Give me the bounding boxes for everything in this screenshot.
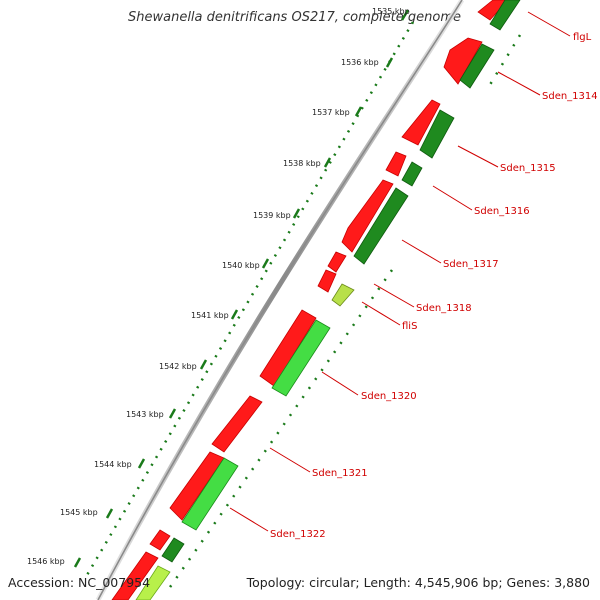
cds-feature-red-6[interactable] xyxy=(327,251,347,273)
cds-feature-lightgreen-3[interactable] xyxy=(135,565,171,600)
gene-label-text: Sden_1322 xyxy=(270,529,326,540)
gene-label-text: Sden_1314 xyxy=(542,91,598,102)
cds-feature-red-1[interactable] xyxy=(477,0,509,21)
gene-label-text: Sden_1317 xyxy=(443,259,499,270)
gene-label-text: Sden_1316 xyxy=(474,206,530,217)
ruler-label: 1546 kbp xyxy=(27,557,65,566)
topology-summary: Topology: circular; Length: 4,545,906 bp… xyxy=(246,575,590,590)
gene-label-text: Sden_1320 xyxy=(361,391,417,402)
ruler-label: 1538 kbp xyxy=(283,159,321,168)
gene-label-text: Sden_1315 xyxy=(500,163,556,174)
cds-feature-green-3[interactable] xyxy=(419,109,455,159)
ruler-tick-1540: 1540 kbp xyxy=(222,258,270,270)
ruler-tick-1544: 1544 kbp xyxy=(94,458,146,469)
ruler-tick-1539: 1539 kbp xyxy=(253,208,301,220)
cds-feature-red-10[interactable] xyxy=(169,451,225,521)
ruler-tick-1536: 1536 kbp xyxy=(341,57,394,68)
ruler-tick-1542: 1542 kbp xyxy=(159,359,208,371)
ruler-label: 1543 kbp xyxy=(126,410,164,419)
ruler-label: 1537 kbp xyxy=(312,108,350,117)
ruler-tick-1538: 1538 kbp xyxy=(283,157,332,168)
ruler-tick-1537: 1537 kbp xyxy=(312,106,363,117)
cds-feature-red-7[interactable] xyxy=(317,269,337,293)
gene-label-text: fliS xyxy=(402,321,417,332)
cds-feature-red-2[interactable] xyxy=(443,37,483,85)
cds-feature-red-9[interactable] xyxy=(211,395,263,453)
ruler-label: 1535 kbp xyxy=(372,7,410,16)
gene-label-sden-1322[interactable]: Sden_1322 xyxy=(229,507,326,540)
ruler-tick-1541: 1541 kbp xyxy=(191,309,239,320)
gene-label-sden-1314[interactable]: Sden_1314 xyxy=(497,71,598,102)
genome-backbone xyxy=(95,0,465,600)
gene-label-sden-1318[interactable]: Sden_1318 xyxy=(373,283,472,314)
gene-label-text: Sden_1318 xyxy=(416,303,472,314)
ruler-label: 1540 kbp xyxy=(222,261,260,270)
cds-feature-lightgreen-1[interactable] xyxy=(271,319,331,397)
cds-feature-red-5[interactable] xyxy=(341,179,394,253)
gene-label-text: flgL xyxy=(573,32,592,43)
cds-feature-green-5[interactable] xyxy=(353,187,409,265)
cds-feature-red-11[interactable] xyxy=(149,529,171,551)
ruler-tick-1546: 1546 kbp xyxy=(27,557,82,568)
cds-feature-lightgreen-2[interactable] xyxy=(181,457,239,531)
cds-feature-green-6[interactable] xyxy=(161,537,185,563)
gene-label-sden-1321[interactable]: Sden_1321 xyxy=(269,447,368,479)
cds-feature-green-2[interactable] xyxy=(459,43,495,89)
ruler-label: 1539 kbp xyxy=(253,211,291,220)
ruler-label: 1536 kbp xyxy=(341,58,379,67)
gene-label-flis[interactable]: fliS xyxy=(361,301,417,332)
cds-feature-red-3[interactable] xyxy=(401,99,441,146)
gene-label-sden-1315[interactable]: Sden_1315 xyxy=(457,145,556,174)
gene-label-flgL[interactable]: flgL xyxy=(527,11,592,43)
cds-feature-green-4[interactable] xyxy=(401,161,423,187)
ruler-label: 1545 kbp xyxy=(60,508,98,517)
gene-label-text: Sden_1321 xyxy=(312,468,368,479)
gene-label-sden-1320[interactable]: Sden_1320 xyxy=(321,371,417,402)
cds-feature-yellow-green[interactable] xyxy=(331,283,355,307)
ruler-dots-ring xyxy=(85,21,415,576)
gene-label-sden-1317[interactable]: Sden_1317 xyxy=(401,239,499,270)
ruler-label: 1542 kbp xyxy=(159,362,197,371)
map-title: Shewanella denitrificans OS217, complete… xyxy=(128,10,461,25)
ruler-label: 1541 kbp xyxy=(191,311,229,320)
gene-label-sden-1316[interactable]: Sden_1316 xyxy=(432,185,530,217)
cds-feature-red-12[interactable] xyxy=(111,551,159,600)
cds-feature-red-4[interactable] xyxy=(385,151,407,177)
ruler-tick-1535: 1535 kbp xyxy=(372,7,410,21)
ruler-tick-1543: 1543 kbp xyxy=(126,408,177,419)
ruler-label: 1544 kbp xyxy=(94,460,132,469)
cds-feature-green-1[interactable] xyxy=(489,0,521,31)
accession-label: Accession: NC_007954 xyxy=(8,575,151,590)
ruler-tick-1545: 1545 kbp xyxy=(60,508,114,519)
